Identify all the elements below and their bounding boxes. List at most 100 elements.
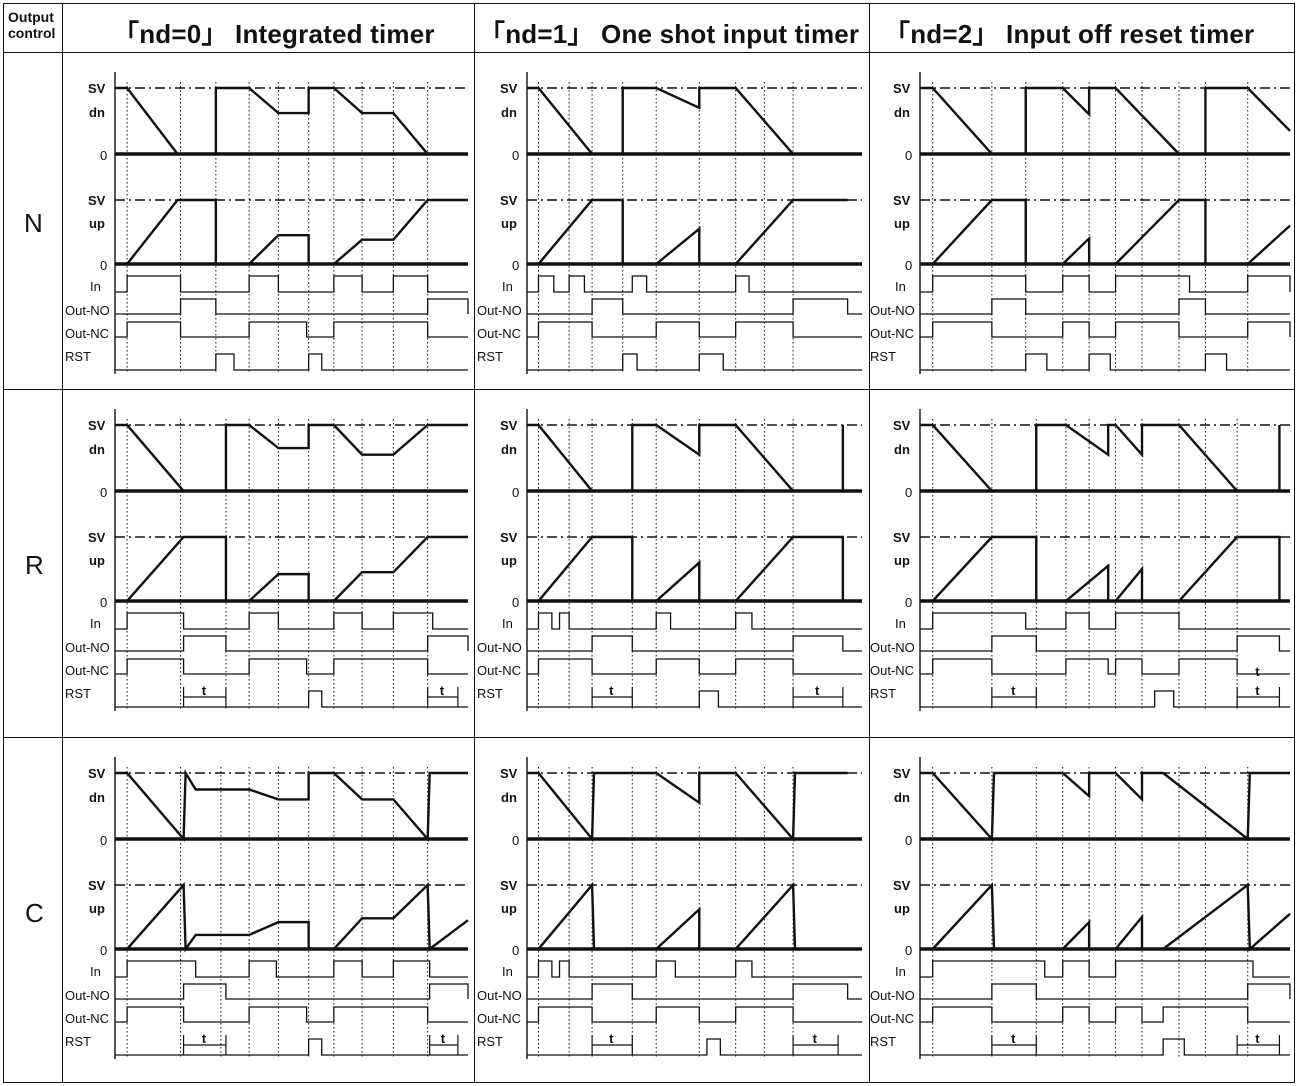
- chart-cell-c-nd0: [62, 737, 475, 1083]
- sv-label: SV: [88, 418, 106, 433]
- zero-label: 0: [100, 485, 107, 500]
- rst-label: RST: [477, 349, 503, 364]
- out-no-label: Out-NO: [477, 640, 522, 655]
- out-no-label: Out-NO: [870, 988, 915, 1003]
- out-no-label: Out-NO: [870, 303, 915, 318]
- in-label: In: [502, 616, 513, 631]
- dn-waveform: [115, 423, 468, 493]
- up-waveform: [920, 535, 1281, 603]
- zero-label: 0: [100, 148, 107, 163]
- in-signal: [920, 275, 1291, 293]
- t-label: t: [440, 683, 445, 698]
- in-signal: [527, 960, 862, 978]
- out-nc-label: Out-NC: [65, 1011, 109, 1026]
- out-no-label: Out-NO: [477, 303, 522, 318]
- in-signal: [920, 960, 1290, 978]
- in-label: In: [90, 279, 101, 294]
- sv-label: SV: [500, 81, 518, 96]
- sv-label: SV: [88, 193, 106, 208]
- out-no-signal: [115, 983, 469, 1000]
- zero-label: 0: [905, 258, 912, 273]
- zero-label: 0: [905, 833, 912, 848]
- out-nc-label: Out-NC: [65, 326, 109, 341]
- rst-label: RST: [477, 1034, 503, 1049]
- rst-label: RST: [870, 1034, 896, 1049]
- zero-label: 0: [512, 258, 519, 273]
- rst-label: RST: [870, 349, 896, 364]
- out-no-signal: [920, 983, 1291, 1000]
- out-nc-label: Out-NC: [870, 326, 914, 341]
- in-signal: [115, 960, 468, 978]
- rst-signal: [115, 1038, 468, 1056]
- sv-label: SV: [893, 530, 911, 545]
- zero-label: 0: [905, 485, 912, 500]
- out-nc-signal: [115, 1006, 468, 1023]
- up-waveform: [527, 198, 848, 266]
- out-nc-signal: [115, 658, 468, 675]
- dn-label: dn: [501, 105, 517, 120]
- dn-waveform: [115, 768, 468, 843]
- chart-cell-c-nd1: [474, 737, 870, 1083]
- out-no-label: Out-NO: [870, 640, 915, 655]
- up-waveform: [920, 198, 1291, 266]
- out-nc-signal: [115, 321, 468, 338]
- dn-label: dn: [894, 442, 910, 457]
- t-label: t: [441, 1031, 446, 1046]
- out-no-label: Out-NO: [477, 988, 522, 1003]
- up-waveform: [115, 535, 468, 603]
- up-label: up: [501, 901, 517, 916]
- column-title-nd0: 「nd=0」 Integrated timer: [113, 19, 435, 49]
- out-no-label: Out-NO: [65, 988, 110, 1003]
- column-header-nd1: 「nd=1」 One shot input timer: [474, 3, 870, 53]
- zero-label: 0: [905, 148, 912, 163]
- in-signal: [920, 612, 1290, 630]
- chart-cell-r-nd1: [474, 389, 870, 738]
- in-label: In: [895, 964, 906, 979]
- chart-cell-n-nd0: [62, 52, 475, 390]
- column-title-nd1: 「nd=1」 One shot input timer: [479, 19, 860, 49]
- zero-label: 0: [905, 943, 912, 958]
- in-label: In: [90, 964, 101, 979]
- dn-waveform: [527, 423, 845, 493]
- dn-label: dn: [89, 105, 105, 120]
- out-no-signal: [527, 983, 862, 1000]
- t-label: t: [202, 1031, 207, 1046]
- sv-label: SV: [893, 193, 911, 208]
- up-waveform: [920, 882, 1291, 952]
- out-no-signal: [527, 635, 862, 652]
- t-label: t: [202, 683, 207, 698]
- in-label: In: [502, 964, 513, 979]
- zero-label: 0: [100, 258, 107, 273]
- row-label-cell-n: N: [3, 52, 63, 390]
- rst-label: RST: [65, 686, 91, 701]
- up-label: up: [89, 901, 105, 916]
- column-title-nd2: 「nd=2」 Input off reset timer: [884, 19, 1255, 49]
- up-waveform: [115, 881, 469, 953]
- out-nc-label: Out-NC: [65, 663, 109, 678]
- up-waveform: [527, 535, 845, 603]
- zero-label: 0: [512, 595, 519, 610]
- in-label: In: [502, 279, 513, 294]
- sv-label: SV: [893, 766, 911, 781]
- chart-cell-n-nd1: [474, 52, 870, 390]
- zero-label: 0: [100, 833, 107, 848]
- rst-signal: [527, 353, 862, 371]
- sv-label: SV: [893, 878, 911, 893]
- dn-label: dn: [89, 790, 105, 805]
- in-signal: [527, 612, 862, 630]
- corner-label-output: Output: [8, 9, 54, 25]
- chart-cell-r-nd2: [869, 389, 1295, 738]
- row-label-cell-r: R: [3, 389, 63, 738]
- t-label: t: [813, 1031, 818, 1046]
- in-signal: [527, 275, 862, 293]
- rst-signal: [920, 353, 1290, 371]
- rst-label: RST: [870, 686, 896, 701]
- corner-label-control: control: [8, 25, 56, 41]
- up-label: up: [894, 553, 910, 568]
- dn-waveform: [115, 86, 468, 156]
- rst-signal: [920, 1038, 1290, 1056]
- out-no-label: Out-NO: [65, 640, 110, 655]
- in-label: In: [895, 616, 906, 631]
